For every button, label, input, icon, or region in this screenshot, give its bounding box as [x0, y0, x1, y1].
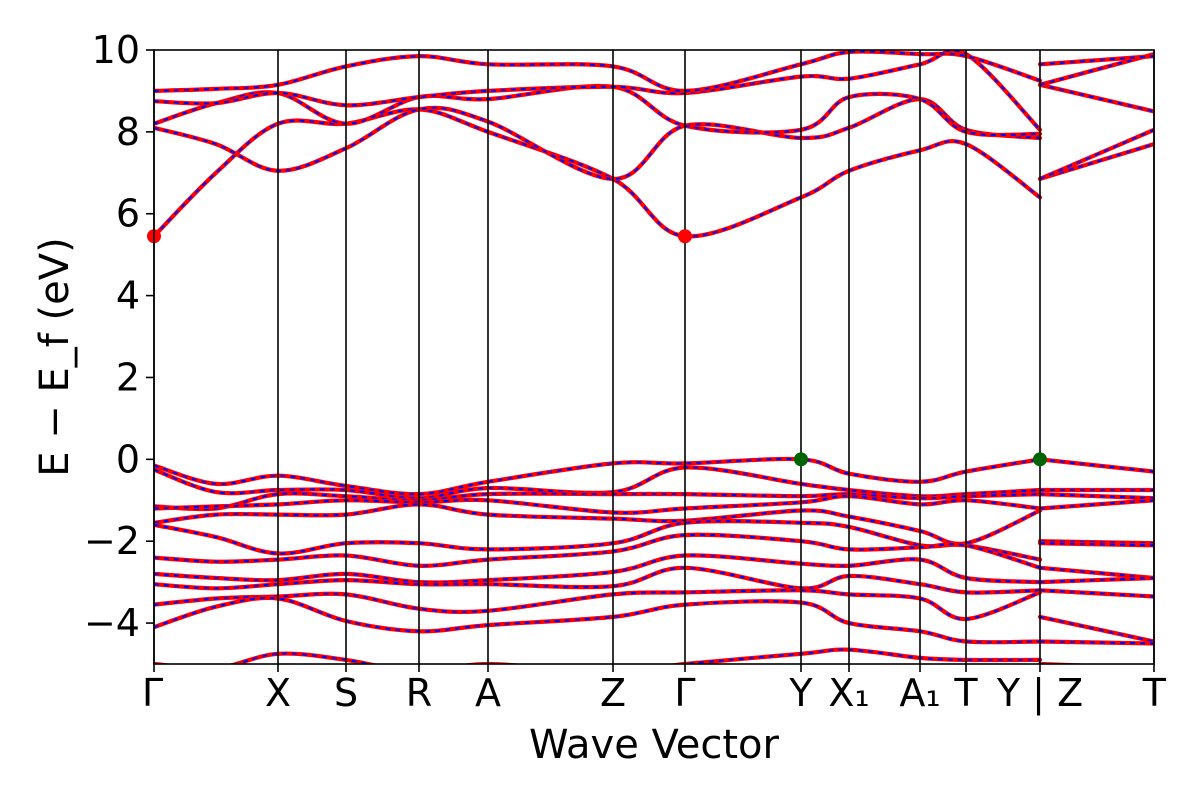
- vbm-marker-1: [794, 452, 808, 467]
- plot-area: [147, 49, 1155, 665]
- x-axis-label: Wave Vector: [529, 722, 780, 768]
- x-tick-label: X₁: [828, 671, 869, 715]
- x-tick-label: R: [406, 671, 432, 715]
- band-line-overlay-9: [154, 495, 1154, 514]
- y-axis-label: E − E_f (eV): [32, 237, 78, 476]
- x-tick-label: T: [1142, 671, 1167, 715]
- cbm-marker-2: [678, 229, 692, 244]
- y-tick-label: 8: [116, 110, 140, 154]
- band-line-5: [154, 50, 1154, 94]
- y-axis: −4 −2 0 2 4 6 8 10: [84, 28, 154, 645]
- vbm-marker-2: [1033, 452, 1047, 467]
- band-line-overlay-16: [154, 596, 1154, 645]
- band-line-overlay-3: [154, 83, 1154, 137]
- x-tick-label: Y | Z: [996, 671, 1083, 716]
- x-tick-label: Γ: [674, 671, 695, 715]
- band-line-overlay-1: [154, 108, 1154, 238]
- band-line-15: [154, 588, 1154, 644]
- x-tick-label: A₁: [899, 671, 940, 715]
- y-tick-label: 10: [92, 28, 140, 72]
- y-tick-label: 0: [116, 437, 140, 481]
- x-axis: Γ X S R A Z Γ Y X₁ A₁ T Y | Z T: [142, 664, 1167, 716]
- band-line-16: [154, 595, 1154, 646]
- x-tick-label: Γ: [142, 671, 163, 715]
- x-tick-label: T: [953, 671, 978, 715]
- band-line-overlay-14: [154, 566, 1154, 598]
- y-tick-label: 2: [116, 355, 140, 399]
- y-tick-label: −2: [84, 519, 140, 563]
- bands-group: [154, 50, 1154, 664]
- x-tick-label: A: [475, 671, 501, 715]
- x-tick-label: S: [334, 671, 358, 715]
- y-tick-label: 4: [116, 274, 140, 318]
- plot-frame: [153, 49, 1155, 665]
- y-tick-label: 6: [116, 192, 140, 236]
- band-line-overlay-6: [154, 457, 1154, 496]
- band-line-overlay-15: [154, 589, 1154, 643]
- x-tick-label: Y: [788, 671, 813, 715]
- band-line-17: [154, 647, 1099, 664]
- x-tick-label: X: [265, 671, 291, 715]
- x-tick-label: Z: [600, 671, 626, 715]
- y-tick-label: −4: [84, 601, 140, 645]
